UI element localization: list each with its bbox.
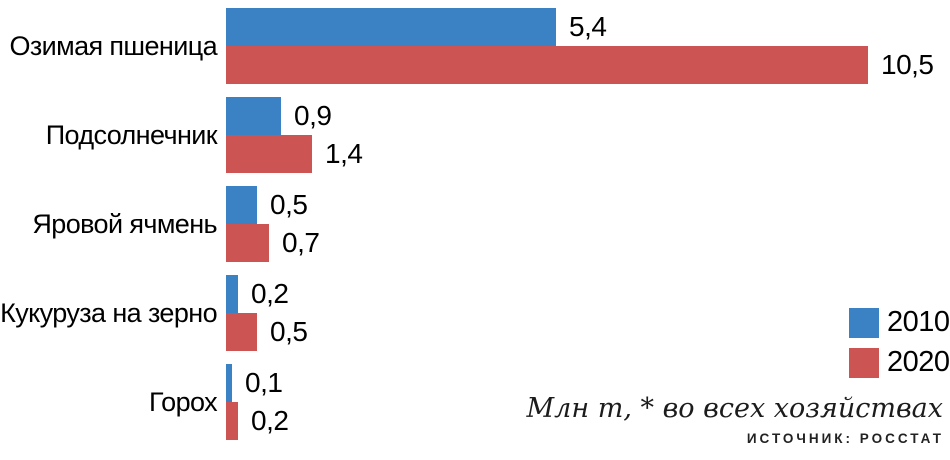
bar-2020	[226, 313, 257, 351]
bar-row: 5,4	[226, 8, 934, 46]
bar-2020	[226, 46, 868, 84]
value-label: 0,5	[270, 189, 308, 220]
bar-2010	[226, 364, 232, 402]
legend-label-2020: 2020	[887, 346, 950, 378]
bar-group: Кукуруза на зерно 0,2 0,5	[0, 275, 934, 351]
category-label: Кукуруза на зерно	[0, 297, 218, 328]
bar-row: 0,5	[226, 186, 319, 224]
bar-groups: Озимая пшеница 5,4 10,5 Подсолнечник 0,9 1,4 Я…	[0, 8, 934, 440]
bar-group: Озимая пшеница 5,4 10,5	[0, 8, 934, 84]
bar-group: Подсолнечник 0,9 1,4	[0, 97, 934, 173]
bars: 0,9 1,4	[226, 97, 363, 173]
value-label: 1,4	[325, 138, 363, 169]
bar-2020	[226, 402, 238, 440]
value-label: 0,5	[270, 316, 308, 347]
bars: 0,1 0,2	[226, 364, 289, 440]
bar-row: 0,9	[226, 97, 362, 135]
category-label: Яровой ячмень	[32, 208, 217, 239]
bar-group: Яровой ячмень 0,5 0,7	[0, 186, 934, 262]
bar-row: 0,2	[226, 402, 289, 440]
legend-item-2010: 2010	[849, 306, 950, 339]
bars: 5,4 10,5	[226, 8, 934, 84]
bar-2010	[226, 97, 281, 135]
bar-group: Горох 0,1 0,2	[0, 364, 934, 440]
bar-2010	[226, 275, 238, 313]
legend-swatch-2010	[849, 307, 879, 338]
legend: 2010 2020	[849, 306, 950, 379]
value-label: 0,9	[294, 100, 332, 131]
value-label: 0,7	[282, 227, 320, 258]
value-label: 0,1	[245, 367, 283, 398]
bar-row: 0,5	[226, 313, 308, 351]
unit-note: Млн т, * во всех хозяйствах	[526, 393, 943, 424]
bar-row: 0,7	[226, 224, 320, 262]
bar-2010	[226, 8, 556, 46]
bar-row: 0,1	[226, 364, 288, 402]
value-label: 0,2	[251, 405, 289, 436]
bars: 0,5 0,7	[226, 186, 320, 262]
category-label: Озимая пшеница	[9, 30, 217, 61]
category-label: Подсолнечник	[45, 119, 218, 150]
bar-row: 0,2	[226, 275, 307, 313]
bar-row: 1,4	[226, 135, 363, 173]
category-label: Горох	[148, 386, 218, 417]
legend-item-2020: 2020	[849, 346, 950, 379]
legend-label-2010: 2010	[887, 306, 950, 338]
value-label: 5,4	[569, 11, 607, 42]
bar-2010	[226, 186, 257, 224]
legend-swatch-2020	[849, 347, 879, 378]
bar-2020	[226, 224, 269, 262]
bar-row: 10,5	[226, 46, 934, 84]
source-credit: ИСТОЧНИК: РОССТАТ	[746, 431, 944, 446]
bar-2020	[226, 135, 312, 173]
value-label: 10,5	[881, 49, 934, 80]
value-label: 0,2	[251, 278, 289, 309]
bars: 0,2 0,5	[226, 275, 308, 351]
